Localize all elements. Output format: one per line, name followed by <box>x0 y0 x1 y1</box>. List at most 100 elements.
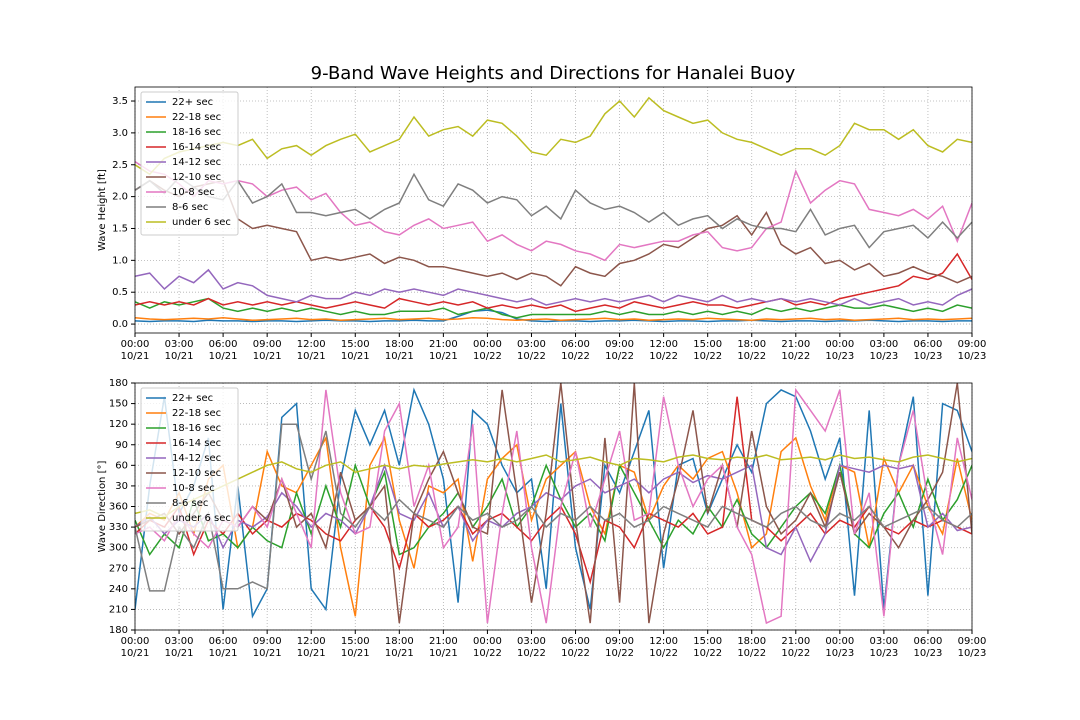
x-tick-label: 21:00 10/21 <box>428 636 458 659</box>
x-tick-label: 00:00 10/21 <box>120 636 150 659</box>
y-tick-label: 2.0 <box>112 192 128 203</box>
legend-label: under 6 sec <box>172 217 231 228</box>
y-tick-label: 360 <box>109 502 128 513</box>
x-tick-label: 03:00 10/22 <box>517 636 546 659</box>
series-line <box>135 268 972 306</box>
y-tick-label: 330 <box>109 522 128 533</box>
legend-label: 22-18 sec <box>172 112 221 123</box>
series-line <box>135 454 972 518</box>
x-tick-label: 06:00 10/23 <box>913 339 943 362</box>
series-line <box>135 435 972 617</box>
x-tick-label: 06:00 10/23 <box>913 636 943 659</box>
legend-label: 22+ sec <box>172 97 213 108</box>
legend-label: under 6 sec <box>172 513 231 524</box>
legend-label: 16-14 sec <box>172 142 221 153</box>
series-line <box>135 252 972 313</box>
y-tick-label: 3.5 <box>112 96 128 107</box>
y-axis-label: Wave Direction [°] <box>97 461 108 553</box>
x-tick-label: 21:00 10/21 <box>428 339 458 362</box>
y-tick-label: 90 <box>115 440 128 451</box>
x-tick-label: 03:00 10/23 <box>869 339 899 362</box>
x-tick-label: 03:00 10/22 <box>517 339 546 362</box>
x-tick-label: 15:00 10/21 <box>340 339 370 362</box>
y-tick-label: 180 <box>109 625 128 636</box>
x-tick-label: 18:00 10/21 <box>384 636 414 659</box>
series-line <box>135 297 972 319</box>
legend-label: 12-10 sec <box>172 468 221 479</box>
y-tick-label: 3.0 <box>112 128 128 139</box>
legend-label: 18-16 sec <box>172 423 221 434</box>
series-line <box>135 309 972 323</box>
x-tick-label: 06:00 10/22 <box>561 636 590 659</box>
x-tick-label: 06:00 10/21 <box>208 636 238 659</box>
series-line <box>135 96 972 176</box>
x-tick-label: 18:00 10/22 <box>737 339 767 362</box>
plot-area <box>135 383 972 625</box>
legend-box <box>140 91 239 236</box>
legend-box <box>140 387 239 532</box>
y-tick-label: 0.0 <box>112 319 128 330</box>
y-tick-label: 30 <box>115 481 128 492</box>
x-tick-label: 12:00 10/22 <box>649 339 679 362</box>
x-tick-label: 09:00 10/23 <box>957 339 987 362</box>
y-tick-label: 0.5 <box>112 287 128 298</box>
y-tick-label: 60 <box>115 460 128 471</box>
x-tick-label: 15:00 10/22 <box>693 339 723 362</box>
x-tick-label: 00:00 10/23 <box>825 339 855 362</box>
x-tick-label: 00:00 10/23 <box>825 636 855 659</box>
x-tick-label: 09:00 10/21 <box>252 636 282 659</box>
x-tick-label: 00:00 10/21 <box>120 339 150 362</box>
x-tick-label: 18:00 10/21 <box>384 339 414 362</box>
series-line <box>135 172 972 249</box>
legend-label: 14-12 sec <box>172 453 221 464</box>
x-tick-label: 03:00 10/21 <box>164 636 194 659</box>
x-tick-label: 03:00 10/21 <box>164 339 194 362</box>
legend-label: 12-10 sec <box>172 172 221 183</box>
series-line <box>135 179 972 287</box>
x-tick-label: 06:00 10/22 <box>561 339 590 362</box>
x-tick-label: 12:00 10/21 <box>296 339 326 362</box>
axes-frame <box>134 382 973 631</box>
x-tick-label: 09:00 10/22 <box>605 339 634 362</box>
x-tick-label: 12:00 10/22 <box>649 636 679 659</box>
series-line <box>135 462 972 557</box>
legend-label: 10-8 sec <box>172 187 215 198</box>
x-tick-label: 15:00 10/22 <box>693 636 723 659</box>
chart-title: 9-Band Wave Heights and Directions for H… <box>311 63 796 84</box>
series-line <box>135 316 972 322</box>
legend-label: 14-12 sec <box>172 157 221 168</box>
x-tick-label: 15:00 10/21 <box>340 636 370 659</box>
x-tick-label: 00:00 10/22 <box>472 636 502 659</box>
x-tick-label: 21:00 10/22 <box>781 636 811 659</box>
legend-label: 22+ sec <box>172 393 213 404</box>
y-tick-label: 300 <box>109 543 128 554</box>
x-tick-label: 00:00 10/22 <box>472 339 502 362</box>
y-axis-label: Wave Height [ft] <box>97 169 108 251</box>
axes-frame <box>134 86 973 334</box>
x-tick-label: 09:00 10/23 <box>957 636 987 659</box>
legend-label: 16-14 sec <box>172 438 221 449</box>
y-tick-label: 270 <box>109 563 128 574</box>
series-line <box>135 423 972 592</box>
x-tick-label: 21:00 10/22 <box>781 339 811 362</box>
y-tick-label: 210 <box>109 604 128 615</box>
legend-label: 8-6 sec <box>172 202 208 213</box>
x-tick-label: 12:00 10/21 <box>296 636 326 659</box>
y-tick-label: 150 <box>109 399 128 410</box>
y-tick-label: 1.0 <box>112 255 128 266</box>
x-tick-label: 09:00 10/21 <box>252 339 282 362</box>
series-line <box>135 396 972 585</box>
y-tick-label: 180 <box>109 378 128 389</box>
x-tick-label: 09:00 10/22 <box>605 636 634 659</box>
x-tick-label: 18:00 10/22 <box>737 636 767 659</box>
y-tick-label: 240 <box>109 584 128 595</box>
y-tick-label: 120 <box>109 419 128 430</box>
legend-label: 8-6 sec <box>172 498 208 509</box>
plot-area <box>135 96 972 323</box>
legend-label: 22-18 sec <box>172 408 221 419</box>
series-line <box>135 160 972 262</box>
y-tick-label: 2.5 <box>112 160 128 171</box>
x-tick-label: 06:00 10/21 <box>208 339 238 362</box>
